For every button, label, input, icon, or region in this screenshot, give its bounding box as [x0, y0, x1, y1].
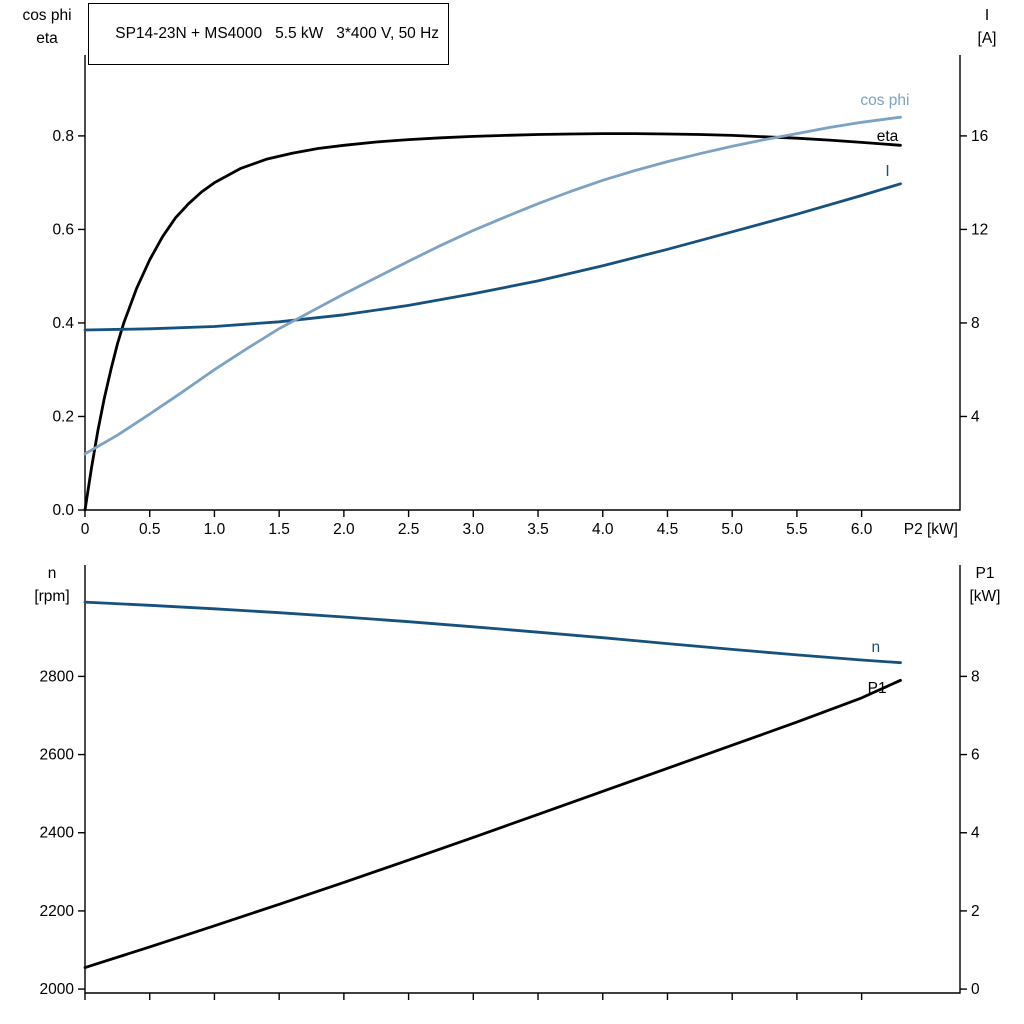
left-tick-label: 0.6: [52, 221, 74, 238]
x-tick-label: 3.5: [527, 521, 549, 538]
right-tick-label: 6: [971, 747, 980, 764]
x-tick-label: 4.5: [657, 521, 679, 538]
left-tick-label: 0.0: [52, 502, 74, 519]
series-label-n: n: [872, 639, 881, 656]
left-tick-label: 2800: [40, 668, 75, 685]
x-tick-label: 3.0: [463, 521, 485, 538]
x-tick-label: 0.5: [139, 521, 161, 538]
right-axis-title: [A]: [978, 30, 997, 47]
right-tick-label: 4: [971, 408, 980, 425]
right-axis-title: P1: [976, 565, 995, 582]
right-tick-label: 0: [971, 981, 980, 998]
x-tick-label: 4.0: [592, 521, 614, 538]
series-line-eta: [83, 132, 902, 512]
series-line-n: [83, 600, 902, 665]
left-axis-title: cos phi: [22, 7, 71, 24]
right-tick-label: 16: [971, 128, 988, 145]
left-axis-title: [rpm]: [34, 588, 69, 605]
left-tick-label: 2600: [40, 747, 75, 764]
chart-title: SP14-23N + MS4000 5.5 kW 3*400 V, 50 Hz: [115, 25, 440, 42]
left-tick-label: 2200: [40, 903, 75, 920]
x-tick-label: 6.0: [851, 521, 873, 538]
right-tick-label: 2: [971, 903, 980, 920]
left-tick-label: 0.2: [52, 408, 74, 425]
x-axis-label: P2 [kW]: [904, 521, 958, 538]
axis-frame: [84, 55, 961, 511]
left-tick-label: 2400: [40, 825, 75, 842]
series-label-cos phi: cos phi: [860, 92, 909, 109]
series-label-I: I: [885, 163, 889, 180]
x-tick-label: 1.0: [204, 521, 226, 538]
right-axis-title: [kW]: [970, 588, 1001, 605]
left-tick-label: 0.8: [52, 128, 74, 145]
right-tick-label: 8: [971, 315, 980, 332]
x-tick-label: 5.0: [721, 521, 743, 538]
left-tick-label: 2000: [40, 981, 75, 998]
x-tick-label: 0: [81, 521, 90, 538]
chart-title-box: SP14-23N + MS4000 5.5 kW 3*400 V, 50 Hz: [88, 3, 450, 65]
left-axis-title: n: [48, 565, 57, 582]
right-tick-label: 12: [971, 221, 988, 238]
right-tick-label: 4: [971, 825, 980, 842]
series-line-P1: [83, 678, 902, 969]
right-axis-title: I: [985, 7, 989, 24]
series-line-I: [83, 182, 902, 332]
left-axis-title: eta: [36, 30, 58, 47]
x-tick-label: 2.0: [333, 521, 355, 538]
left-tick-label: 0.4: [52, 315, 74, 332]
axis-frame: [84, 565, 961, 994]
x-tick-label: 2.5: [398, 521, 420, 538]
x-tick-label: 1.5: [268, 521, 290, 538]
series-label-P1: P1: [868, 680, 887, 697]
series-line-cos phi: [83, 115, 902, 456]
x-tick-label: 5.5: [786, 521, 808, 538]
right-tick-label: 8: [971, 668, 980, 685]
series-label-eta: eta: [877, 128, 899, 145]
